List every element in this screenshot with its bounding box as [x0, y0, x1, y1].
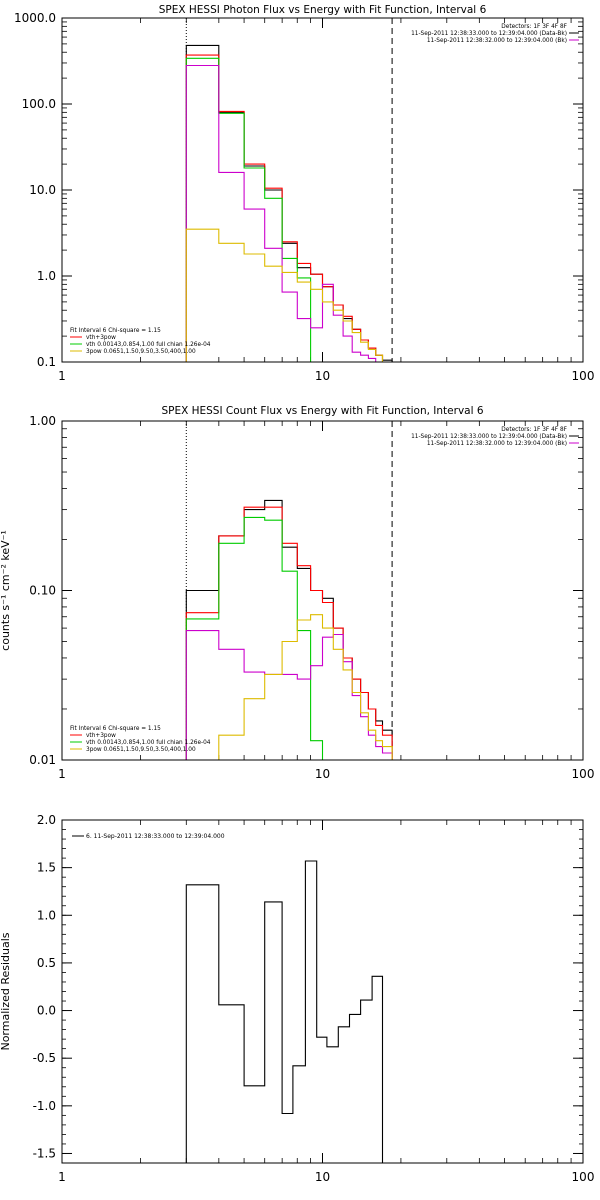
y-tick-label: 1.00: [29, 414, 56, 428]
plot-frame: [61, 819, 584, 1164]
y-tick-label: 100.0: [22, 97, 56, 111]
plot-frame: [61, 17, 584, 363]
legend-header-text: 11-Sep-2011 12:38:33.000 to 12:39:04.000…: [411, 434, 567, 440]
x-tick-label: 10: [315, 369, 330, 383]
series-4-histogram: [185, 228, 393, 363]
y-tick-label: 0.10: [29, 584, 56, 598]
residuals-panel: Normalized Residuals 1 10 100 -1.5 -1.0 -0.5 0.…: [0, 813, 594, 1184]
y-tick-label: 1.0: [37, 908, 56, 922]
series-2-histogram: [185, 57, 393, 363]
series-2-histogram: [185, 516, 393, 761]
fit-legend-label: 3pow 0.0651,1.50,9.50,3.50,400,1.00: [86, 349, 196, 355]
chart-title: SPEX HESSI Photon Flux vs Energy with Fi…: [159, 4, 487, 16]
fit-legend-label: vth 0.00143,0.854,1.00 full chian 1.26e-…: [86, 740, 211, 746]
y-tick-label: 10.0: [29, 183, 56, 197]
legend-header-text: 11-Sep-2011 12:38:32.000 to 12:39:04.000…: [427, 38, 567, 44]
y-tick-label: -1.5: [33, 1146, 56, 1160]
x-tick-label: 100: [572, 1170, 595, 1184]
legend-header-text: 6. 11-Sep-2011 12:38:33.000 to 12:39:04.…: [86, 833, 225, 840]
legend-header-text: Detectors: 1F 3F 4F 8F: [501, 427, 567, 433]
y-tick-label: 0.1: [37, 355, 56, 369]
x-tick-label: 100: [572, 369, 595, 383]
x-tick-label: 1: [58, 369, 66, 383]
y-tick-label: -1.0: [33, 1099, 56, 1113]
chart-title: SPEX HESSI Count Flux vs Energy with Fit…: [161, 405, 483, 417]
count-flux-panel: SPEX HESSI Count Flux vs Energy with Fit…: [0, 405, 594, 781]
x-tick-label: 10: [315, 1170, 330, 1184]
y-tick-label: 0.5: [37, 956, 56, 970]
y-axis-label: Normalized Residuals: [0, 932, 12, 1050]
photon-flux-panel: SPEX HESSI Photon Flux vs Energy with Fi…: [14, 4, 594, 383]
fit-legend-title: Fit Interval 6 Chi-square = 1.15: [70, 726, 161, 732]
legend-header-text: 11-Sep-2011 12:38:32.000 to 12:39:04.000…: [427, 441, 567, 447]
y-tick-label: 1.0: [37, 269, 56, 283]
fit-legend-label: vth+3pow: [86, 733, 116, 739]
legend-header-text: 11-Sep-2011 12:38:33.000 to 12:39:04.000…: [411, 31, 567, 37]
series-4-histogram: [186, 614, 393, 761]
y-tick-label: -0.5: [33, 1051, 56, 1065]
fit-legend-label: vth 0.00143,0.854,1.00 full chian 1.26e-…: [86, 342, 211, 348]
fit-legend-title: Fit Interval 6 Chi-square = 1.15: [70, 328, 161, 334]
series-0-histogram: [185, 860, 384, 1163]
x-tick-label: 1: [58, 767, 66, 781]
x-tick-label: 100: [572, 767, 595, 781]
y-tick-label: 1000.0: [14, 11, 56, 25]
y-tick-label: 1.5: [37, 861, 56, 875]
series-3-histogram: [185, 630, 393, 760]
plot-frame: [61, 420, 584, 761]
fit-legend-label: vth+3pow: [86, 335, 116, 341]
series-3-histogram: [185, 64, 393, 363]
y-tick-label: 0.01: [29, 753, 56, 767]
y-axis-label: counts s⁻¹ cm⁻² keV⁻¹: [0, 530, 12, 651]
x-tick-label: 1: [58, 1170, 66, 1184]
y-tick-label: 0.0: [37, 1004, 56, 1018]
y-tick-label: 2.0: [37, 813, 56, 827]
series-1-histogram: [185, 506, 393, 760]
series-0-histogram: [185, 44, 393, 362]
fit-legend-label: 3pow 0.0651,1.50,9.50,3.50,400,1.00: [86, 747, 196, 753]
legend-header-text: Detectors: 1F 3F 4F 8F: [501, 24, 567, 30]
series-1-histogram: [185, 54, 393, 363]
x-tick-label: 10: [315, 767, 330, 781]
